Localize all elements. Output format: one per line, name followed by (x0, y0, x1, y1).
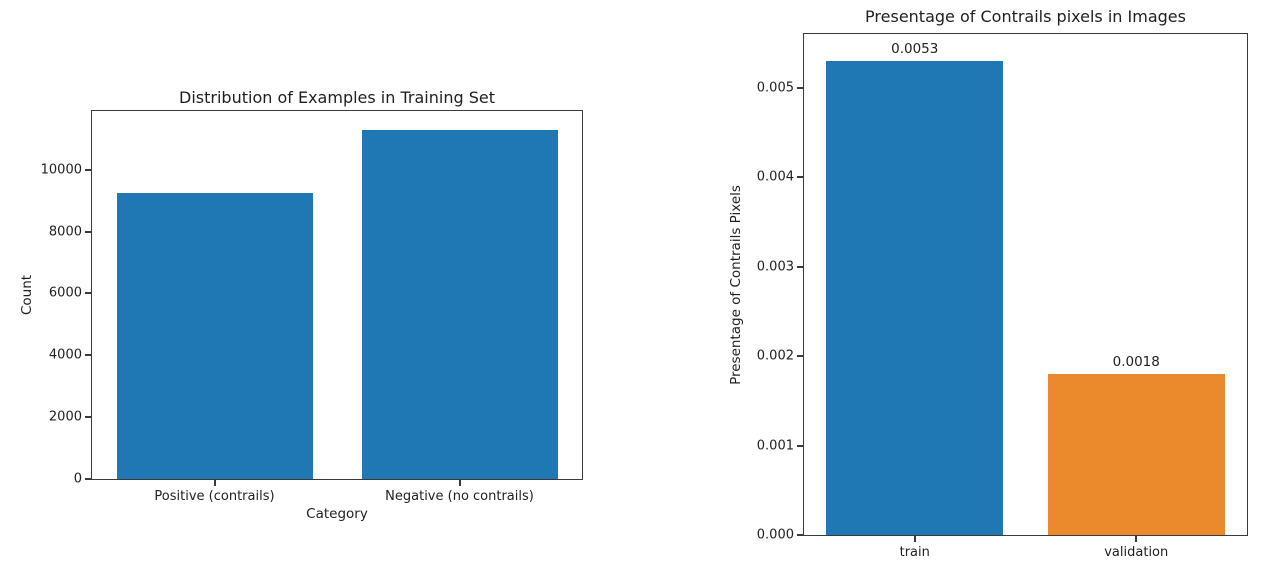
y-tick-label: 8000 (48, 224, 82, 240)
y-tick-label: 0.002 (756, 348, 794, 364)
y-tick-mark (85, 354, 91, 357)
y-tick-label: 0 (73, 471, 82, 487)
distribution-x-axis-label: Category (306, 506, 368, 522)
distribution-chart-title: Distribution of Examples in Training Set (179, 88, 495, 107)
x-tick-label: Negative (no contrails) (385, 489, 534, 504)
y-tick-label: 2000 (48, 409, 82, 425)
x-tick-mark (213, 480, 216, 486)
y-tick-mark (797, 176, 803, 179)
x-tick-mark (1135, 536, 1138, 542)
contrail-pixels-y-axis-label: Presentage of Contrails Pixels (728, 185, 744, 385)
x-tick-label: train (899, 545, 930, 560)
y-tick-label: 0.003 (756, 259, 794, 275)
y-tick-label: 6000 (48, 285, 82, 301)
y-tick-mark (797, 86, 803, 89)
contrail-pixels-plot-area: 0.000 0.001 0.002 0.003 0.004 0.005 0.0053 trai… (757, 33, 1248, 560)
x-tick-mark (458, 480, 461, 486)
y-tick-label: 0.005 (756, 80, 794, 96)
x-tick-label: validation (1104, 545, 1169, 560)
x-tick-mark (913, 536, 916, 542)
bar-validation (1047, 373, 1225, 535)
bar-positive-contrails- (116, 192, 313, 479)
y-tick-mark (797, 444, 803, 447)
contrail-pixels-chart-title: Presentage of Contrails pixels in Images (865, 7, 1186, 26)
y-tick-mark (85, 168, 91, 171)
y-tick-label: 10000 (40, 162, 82, 178)
y-tick-mark (85, 292, 91, 295)
y-tick-label: 4000 (48, 347, 82, 363)
y-tick-mark (85, 230, 91, 233)
y-tick-mark (85, 478, 91, 480)
y-tick-mark (797, 355, 803, 358)
y-tick-mark (797, 265, 803, 268)
y-tick-label: 0.000 (756, 527, 794, 543)
x-tick-label: Positive (contrails) (154, 489, 275, 504)
y-tick-mark (797, 534, 803, 536)
bar-value-label: 0.0018 (1112, 353, 1160, 370)
distribution-y-axis-label: Count (19, 274, 35, 316)
bar-train (826, 60, 1004, 535)
y-tick-mark (85, 416, 91, 419)
bar-negative-no-contrails- (361, 130, 558, 479)
y-tick-label: 0.001 (756, 438, 794, 454)
y-tick-label: 0.004 (756, 169, 794, 185)
bar-value-label: 0.0053 (891, 40, 939, 57)
distribution-plot-area: 0 2000 4000 6000 8000 10000 Positive (contrail… (41, 110, 583, 504)
